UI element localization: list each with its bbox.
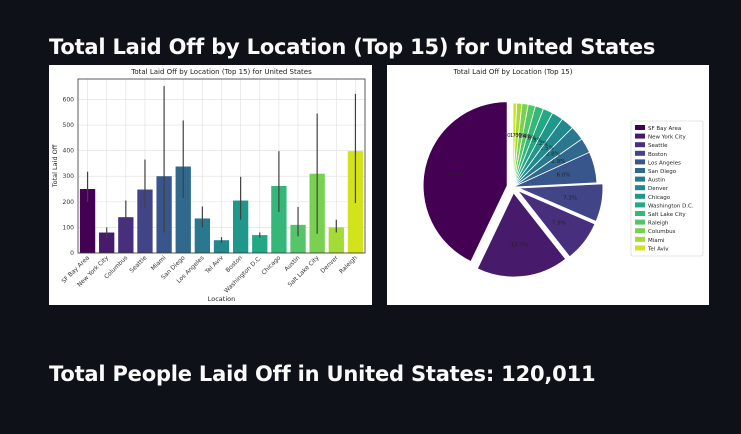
legend-label: Miami <box>648 238 665 244</box>
bar-chart-title: Total Laid Off by Location (Top 15) for … <box>130 68 312 76</box>
pie-slice-sf-bay-area <box>422 101 508 262</box>
pie-slice-new-york-city <box>476 192 567 278</box>
legend-swatch-chicago <box>635 193 645 199</box>
pie-pct-label: 0.7% <box>507 133 521 139</box>
legend-swatch-washington-d-c <box>635 202 645 208</box>
y-tick-label: 600 <box>63 96 75 103</box>
legend-label: Austin <box>648 178 666 184</box>
pie-pct-label: 1.0% <box>510 133 524 139</box>
x-tick-label: Washington D.C. <box>223 254 263 294</box>
legend-swatch-seattle <box>635 142 645 148</box>
plot-frame <box>77 78 366 254</box>
bar-san-diego <box>175 166 191 253</box>
bar-sf-bay-area <box>79 189 96 253</box>
y-tick-label: 400 <box>63 148 75 155</box>
chart-section-heading: Total Laid Off by Location (Top 15) for … <box>49 35 656 60</box>
pie-slice-tel-aviv <box>512 102 518 188</box>
x-tick-label: Tel Aviv <box>203 254 225 276</box>
legend-label: Seattle <box>648 143 668 149</box>
legend-label: Los Angeles <box>648 160 681 166</box>
x-tick-label: Denver <box>319 254 340 275</box>
pie-pct-label: 6.0% <box>557 173 571 179</box>
legend-swatch-boston <box>635 150 645 156</box>
bar-tel-aviv <box>213 240 230 253</box>
legend-swatch-columbus <box>635 228 645 234</box>
y-tick-label: 0 <box>70 250 74 257</box>
y-axis-label: Total Laid Off <box>51 144 59 188</box>
legend-label: Washington D.C. <box>648 203 694 209</box>
x-tick-label: Seattle <box>128 254 148 274</box>
pie-chart-title: Total Laid Off by Location (Top 15) <box>453 68 573 76</box>
x-tick-label: Miami <box>150 254 168 272</box>
legend-swatch-sf-bay-area <box>635 125 645 130</box>
legend-swatch-miami <box>635 236 645 242</box>
y-tick-label: 200 <box>63 199 75 206</box>
x-tick-label: Raleigh <box>338 254 359 275</box>
y-tick-label: 100 <box>63 224 75 231</box>
legend-swatch-san-diego <box>635 168 645 173</box>
legend-swatch-los-angeles <box>635 159 645 165</box>
pie-pct-label: 2.2% <box>534 141 548 147</box>
y-tick-label: 500 <box>63 122 75 129</box>
pie-pct-label: 1.2% <box>514 133 528 139</box>
bar-chicago <box>271 185 287 253</box>
legend-swatch-new-york-city <box>635 133 645 139</box>
legend-label: Denver <box>648 186 669 192</box>
pie-pct-label: 42.9% <box>448 172 465 178</box>
pie-pct-label: 7.9% <box>552 220 566 226</box>
pie-chart-panel: Total Laid Off by Location (Top 15) 42.9%… <box>387 65 709 305</box>
bar-chart-panel: Total Laid Off by Location (Top 15) for … <box>49 65 372 305</box>
pie-pct-label: 1.6% <box>522 136 536 142</box>
pie-pct-label: 1.4% <box>518 134 532 140</box>
legend-label: Chicago <box>648 195 671 201</box>
bar-new-york-city <box>99 232 115 253</box>
pie-pct-label: 1.9% <box>528 138 542 144</box>
y-tick-label: 300 <box>63 173 75 180</box>
legend-swatch-austin <box>635 176 645 182</box>
pie-legend <box>630 120 704 257</box>
legend-label: SF Bay Area <box>648 126 681 132</box>
legend-swatch-denver <box>635 185 645 191</box>
bar-seattle <box>137 189 153 253</box>
bar-los-angeles <box>194 218 211 253</box>
legend-swatch-tel-aviv <box>635 245 645 251</box>
pie-pct-label: 7.3% <box>563 195 577 201</box>
pie-slice-seattle <box>517 190 596 258</box>
pie-pct-label: 2.5% <box>540 145 554 151</box>
legend-label: San Diego <box>648 169 677 175</box>
bar-boston <box>232 200 249 253</box>
legend-label: Boston <box>648 152 668 158</box>
legend-label: Columbus <box>648 229 676 235</box>
pie-chart: Total Laid Off by Location (Top 15) 42.9%… <box>422 68 704 278</box>
total-laid-off-heading: Total People Laid Off in United States: … <box>49 362 596 387</box>
legend-swatch-raleigh <box>635 219 645 225</box>
legend-label: Raleigh <box>648 221 669 227</box>
bar-austin <box>290 224 306 253</box>
pie-pct-label: 2.8% <box>546 152 560 158</box>
bar-chart: Total Laid Off by Location (Top 15) for … <box>51 68 366 303</box>
legend-label: New York City <box>648 135 686 141</box>
bar-denver <box>328 227 344 253</box>
legend-swatch-salt-lake-city <box>635 211 645 216</box>
x-tick-label: Chicago <box>260 254 282 276</box>
legend-label: Tel Aviv <box>647 246 669 252</box>
pie-pct-label: 2.9% <box>551 159 565 165</box>
bar-columbus <box>118 217 134 253</box>
x-axis-label: Location <box>208 295 236 303</box>
pie-pct-label: 17.7% <box>511 243 528 249</box>
legend-label: Salt Lake City <box>648 212 686 218</box>
pie-slice-boston <box>518 183 604 222</box>
bar-washington-d-c <box>252 235 268 253</box>
